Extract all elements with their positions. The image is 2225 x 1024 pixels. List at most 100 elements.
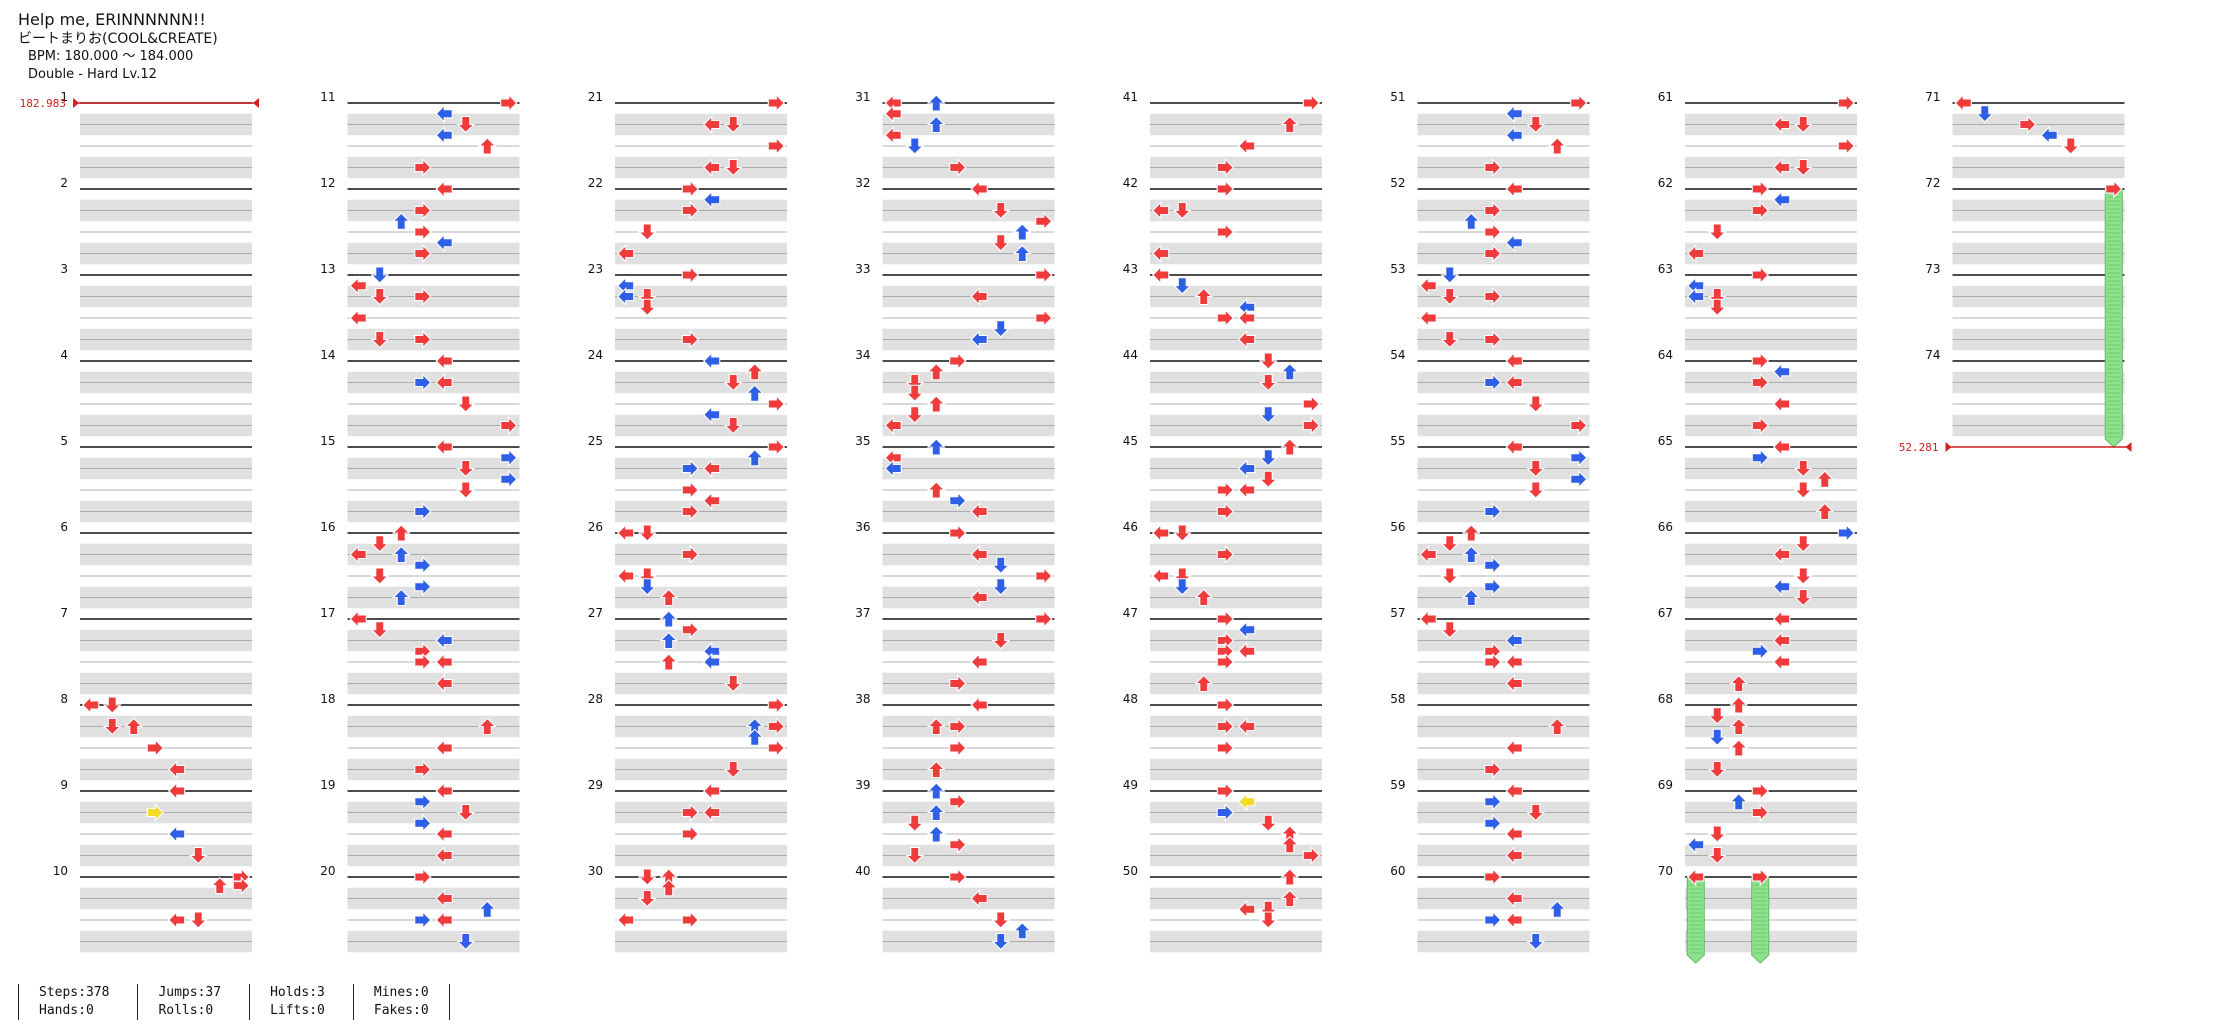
arrow-shape: [1484, 577, 1502, 597]
step-arrow: [1440, 567, 1460, 585]
step-arrow: [1686, 867, 1705, 887]
step-arrow: [1772, 437, 1791, 457]
measure-number: 48: [1123, 692, 1138, 706]
arrow-shape: [188, 846, 208, 865]
step-arrow: [681, 824, 700, 844]
bpm-tick-left: [73, 98, 79, 108]
arrow-shape: [1035, 609, 1053, 629]
arrow-shape: [1216, 609, 1235, 629]
step-arrow: [1237, 620, 1256, 640]
arrow-shape: [1012, 223, 1032, 241]
arrow-shape: [1505, 437, 1523, 457]
measure-28: [615, 704, 787, 781]
arrow-shape: [391, 545, 411, 564]
stat-hands: Hands:0: [39, 1003, 94, 1018]
step-arrow: [1237, 136, 1256, 156]
step-arrow: [1707, 298, 1727, 317]
measure-41: [1150, 102, 1322, 179]
step-arrow: [1484, 867, 1502, 887]
arrow-shape: [1237, 717, 1256, 736]
arrow-shape: [1505, 910, 1523, 930]
bpm-markers: 182.983 52.281: [20, 97, 2132, 454]
stats-bar: Steps:378 Hands:0 Jumps:37 Rolls:0 Holds…: [18, 984, 450, 1020]
arrow-shape: [745, 448, 765, 467]
step-arrow: [1729, 717, 1749, 736]
measure-number: 69: [1658, 778, 1673, 792]
step-arrow: [926, 362, 946, 381]
step-arrow: [702, 351, 721, 371]
measure-14: [347, 360, 520, 437]
arrow-shape: [435, 179, 453, 199]
hold-note: [1751, 876, 1770, 964]
arrow-shape: [970, 695, 988, 715]
step-arrow: [1258, 352, 1278, 370]
step-arrow: [1772, 158, 1791, 177]
step-arrow: [1505, 437, 1523, 457]
measure-17: [347, 618, 520, 695]
arrow-shape: [1484, 201, 1502, 220]
arrow-shape: [1793, 481, 1813, 499]
step-arrow: [702, 781, 721, 801]
step-arrow: [1772, 631, 1791, 650]
arrow-shape: [188, 911, 208, 929]
step-arrow: [702, 491, 721, 511]
holds: [1686, 188, 2123, 964]
step-arrow: [991, 234, 1011, 252]
measure-22: [615, 188, 787, 265]
step-arrow: [1461, 545, 1481, 564]
arrow-shape: [456, 459, 476, 478]
measure-5: [80, 446, 252, 523]
arrow-shape: [926, 395, 946, 413]
step-arrow: [167, 824, 186, 844]
step-arrow: [1035, 609, 1053, 629]
measure-66: [1685, 532, 1857, 609]
step-arrow: [1484, 910, 1502, 930]
arrow-shape: [1505, 373, 1523, 392]
step-arrow: [723, 115, 743, 134]
arrow-shape: [1505, 179, 1523, 199]
measure-number: 18: [320, 692, 335, 706]
measure-number: 35: [855, 434, 870, 448]
arrow-shape: [1237, 308, 1256, 328]
measure-number: 27: [588, 606, 603, 620]
step-arrow: [1505, 824, 1523, 844]
step-arrow: [1772, 652, 1791, 672]
measure-number: 42: [1123, 176, 1138, 190]
step-arrow: [1280, 835, 1300, 854]
arrow-shape: [1484, 910, 1502, 930]
measure-45: [1150, 446, 1322, 523]
step-arrow: [1729, 739, 1749, 757]
measure-number: 61: [1658, 90, 1673, 104]
arrow-shape: [1461, 588, 1481, 607]
measure-68: [1685, 704, 1857, 781]
step-arrow: [1686, 287, 1705, 306]
arrow-shape: [926, 825, 946, 843]
measure-number: 40: [855, 864, 870, 878]
step-arrow: [767, 738, 786, 758]
step-arrow: [702, 405, 721, 425]
arrow-shape: [1484, 867, 1502, 887]
step-arrow: [1484, 502, 1502, 521]
step-arrow: [435, 889, 453, 908]
step-arrow: [681, 502, 700, 521]
arrow-shape: [1686, 835, 1705, 855]
arrow-shape: [1751, 373, 1770, 392]
step-arrow: [884, 125, 902, 145]
measure-53: [1417, 274, 1590, 351]
measure-54: [1417, 360, 1590, 437]
step-arrow: [1505, 373, 1523, 392]
measure-1: [80, 102, 252, 179]
step-arrow: [616, 910, 635, 930]
arrow-shape: [1151, 265, 1170, 285]
step-arrow: [456, 932, 476, 951]
step-arrow: [659, 631, 679, 650]
arrow-shape: [745, 728, 765, 746]
arrow-shape: [1793, 567, 1813, 585]
measure-number: 13: [320, 262, 335, 276]
step-arrow: [456, 459, 476, 478]
arrow-shape: [884, 104, 902, 124]
arrow-shape: [949, 738, 967, 758]
arrow-shape: [435, 781, 453, 801]
arrow-shape: [1440, 330, 1460, 349]
step-arrow: [1280, 889, 1300, 908]
